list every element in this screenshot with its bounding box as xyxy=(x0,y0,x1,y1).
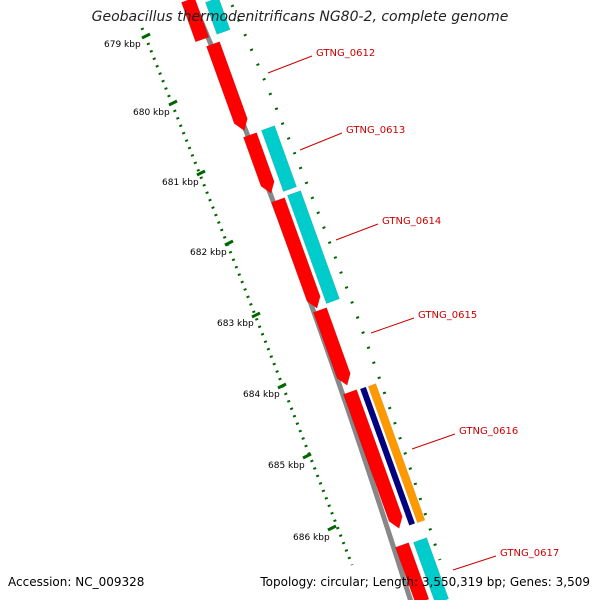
label-layer: GTNG_0612 GTNG_0613 GTNG_0614 GTNG_0615 GTNG… xyxy=(267,48,559,571)
tick-label: 684 kbp xyxy=(243,390,280,400)
gene-arrow[interactable] xyxy=(313,307,351,386)
tick-label: 681 kbp xyxy=(162,178,199,188)
genome-title: Geobacillus thermodenitrificans NG80-2, … xyxy=(91,9,509,25)
tick-label: 680 kbp xyxy=(133,108,170,118)
gene-arrow[interactable] xyxy=(343,389,403,529)
gene-leader-line xyxy=(267,55,313,74)
tick-mark xyxy=(251,311,261,319)
gene-label[interactable]: GTNG_0613 xyxy=(346,125,405,136)
gene-label[interactable]: GTNG_0617 xyxy=(500,548,559,559)
position-track xyxy=(140,27,354,566)
gene-arrow[interactable] xyxy=(261,125,297,192)
accession-text: Accession: NC_009328 xyxy=(8,575,145,589)
tick-mark xyxy=(168,99,178,107)
genome-summary-text: Topology: circular; Length: 3,550,319 bp… xyxy=(260,575,590,589)
tick-label: 685 kbp xyxy=(268,461,305,471)
gene-arrow[interactable] xyxy=(367,383,426,524)
gene-arrow[interactable] xyxy=(181,0,210,43)
gene-arrow[interactable] xyxy=(287,190,340,304)
gene-label[interactable]: GTNG_0615 xyxy=(418,310,477,321)
tick-mark xyxy=(327,524,337,532)
gene-leader-line xyxy=(335,223,379,241)
tick-label: 679 kbp xyxy=(104,40,141,50)
tick-mark xyxy=(277,382,287,390)
gene-leader-line xyxy=(299,132,343,151)
tick-mark xyxy=(302,452,312,460)
tick-label: 682 kbp xyxy=(190,248,227,258)
gene-leader-line xyxy=(452,555,497,571)
gene-arrow[interactable] xyxy=(243,132,275,194)
tick-mark xyxy=(141,32,151,40)
tick-layer: 679 kbp 680 kbp 681 kbp 682 kbp 683 kbp 684 k… xyxy=(104,4,442,566)
gene-arrow[interactable] xyxy=(359,386,416,526)
gene-leader-line xyxy=(370,317,415,334)
gene-arrow[interactable] xyxy=(271,197,321,309)
gene-arrow[interactable] xyxy=(206,41,248,132)
gene-layer xyxy=(181,0,449,605)
tick-label: 683 kbp xyxy=(217,319,254,329)
gene-arrow[interactable] xyxy=(205,0,231,35)
gene-label[interactable]: GTNG_0614 xyxy=(382,216,441,227)
gene-leader-line xyxy=(411,433,456,450)
gene-label[interactable]: GTNG_0616 xyxy=(459,426,518,437)
tick-mark xyxy=(196,169,206,177)
tick-label: 686 kbp xyxy=(293,533,330,543)
tick-mark xyxy=(224,239,234,247)
gene-label[interactable]: GTNG_0612 xyxy=(316,48,375,59)
